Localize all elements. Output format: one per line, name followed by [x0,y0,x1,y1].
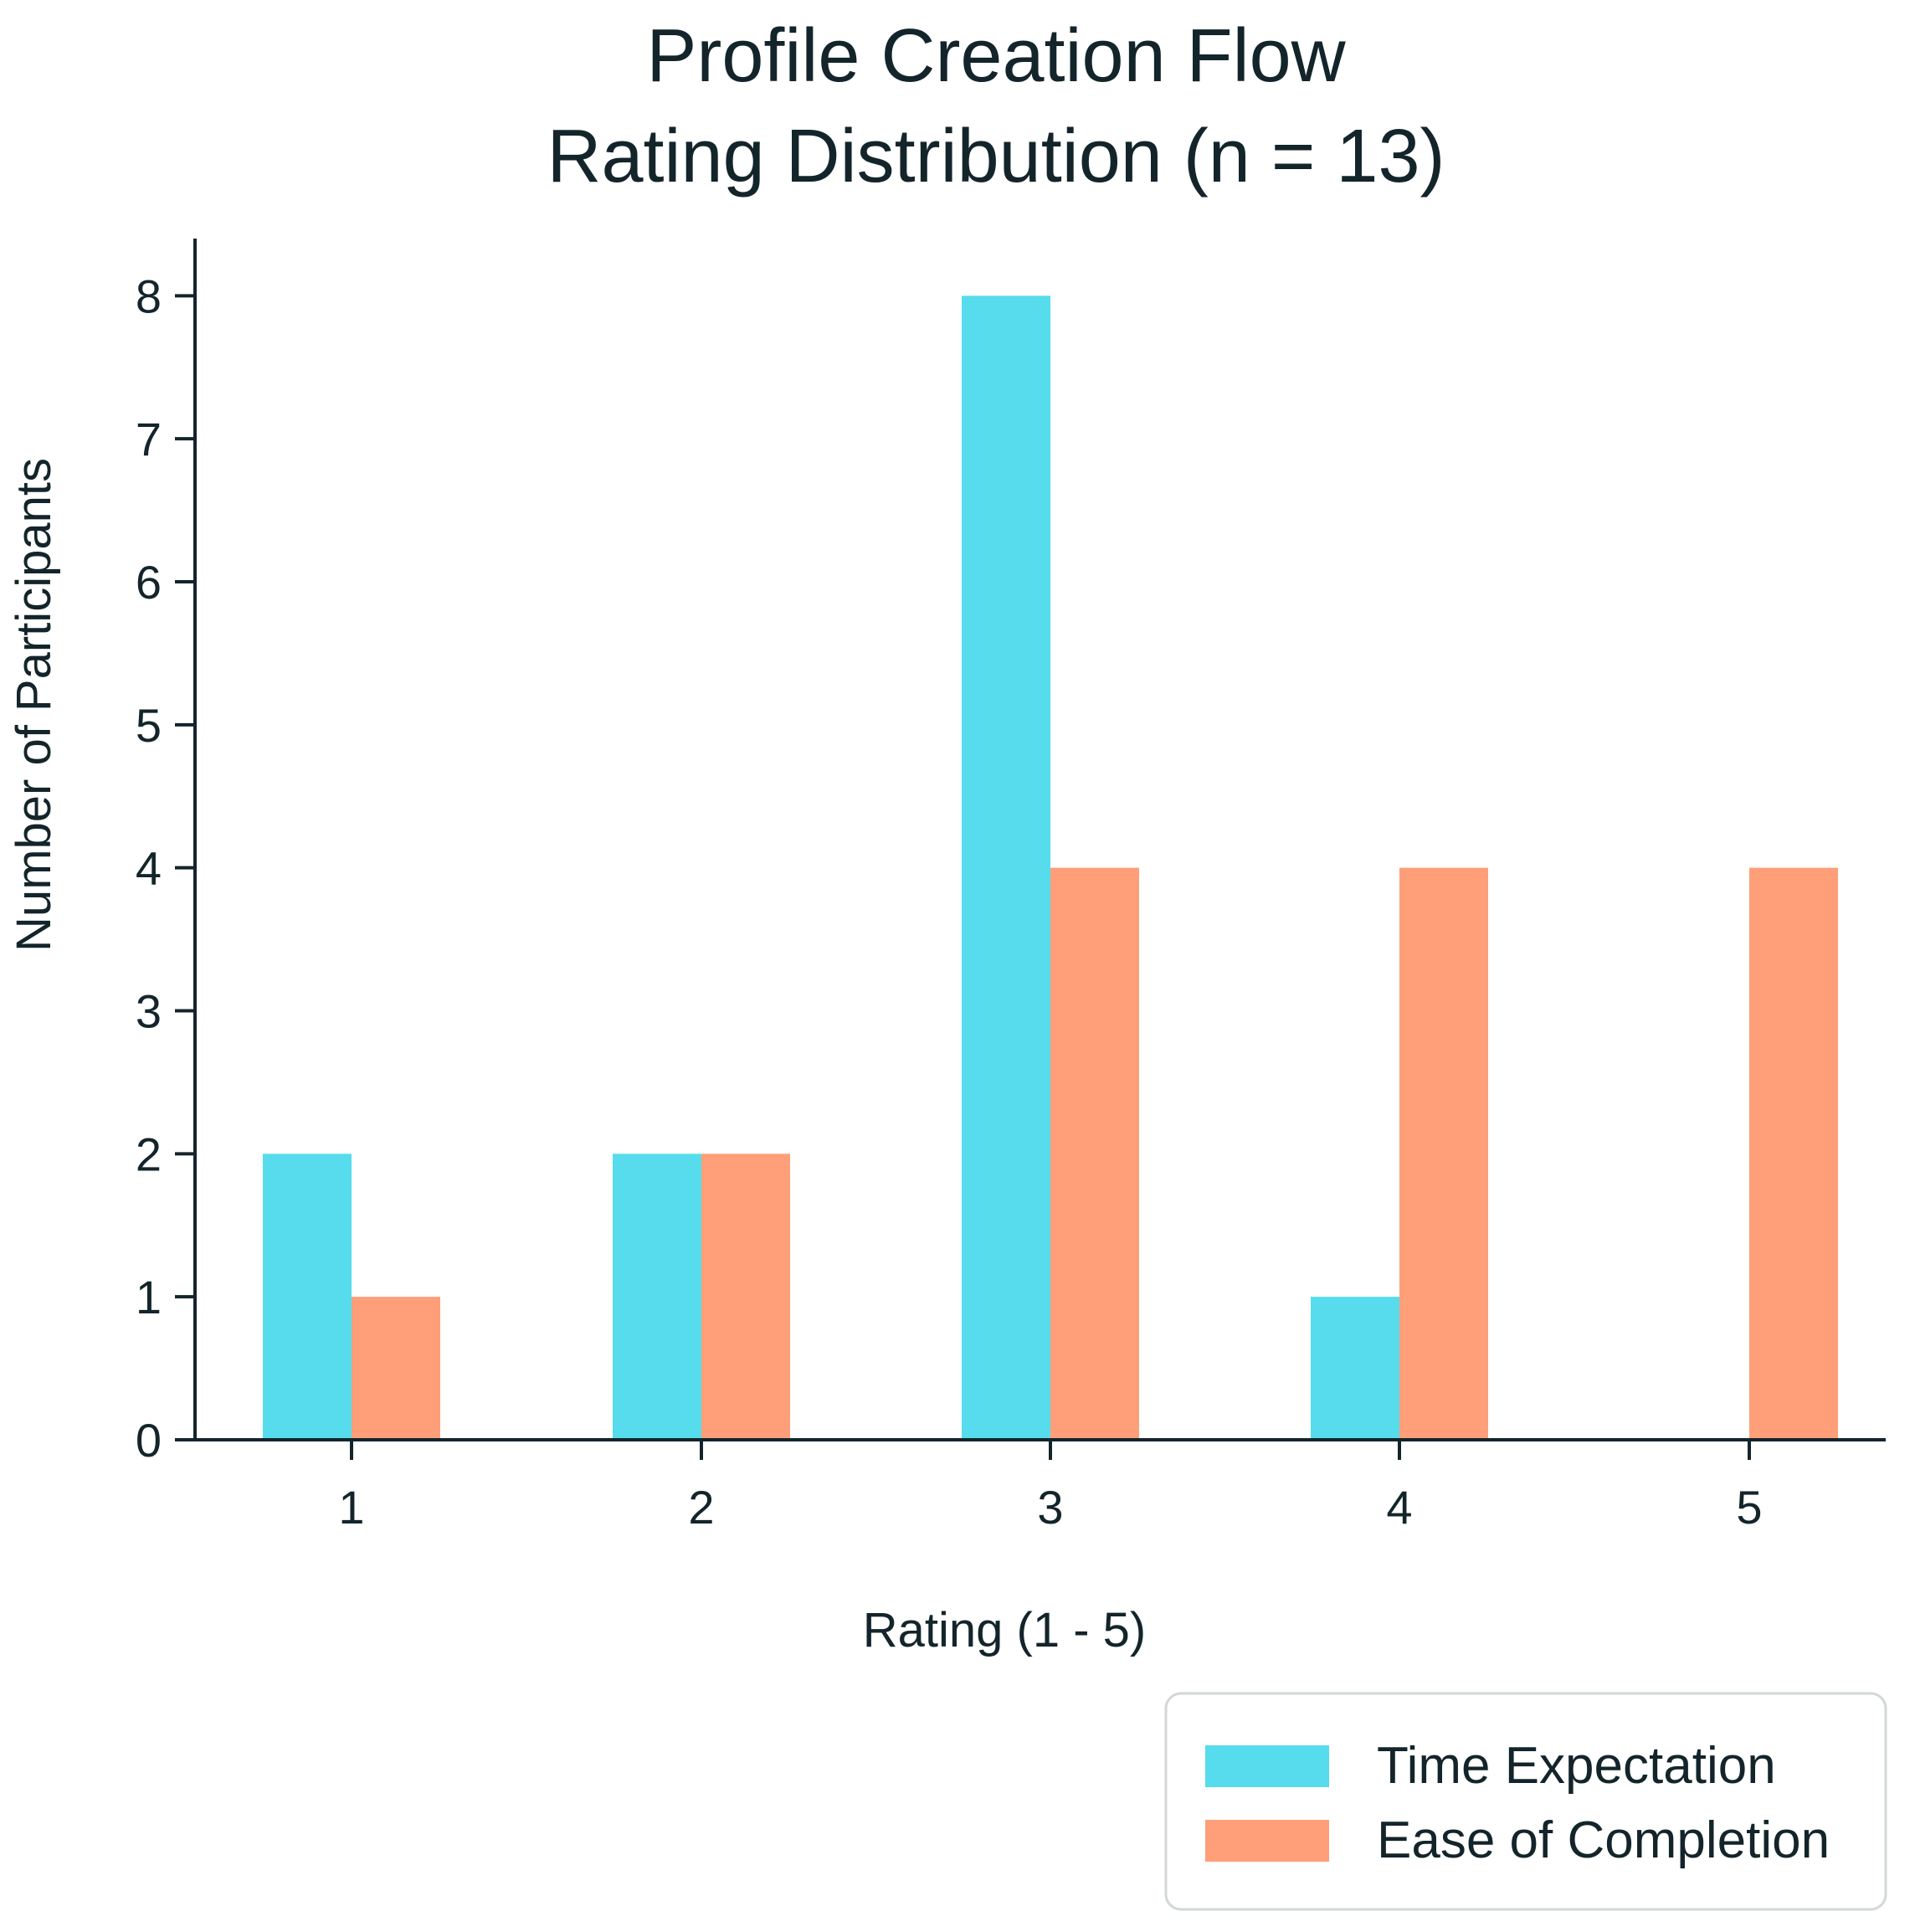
y-tick-label-1: 1 [136,1271,162,1323]
y-tick-label-0: 0 [136,1414,162,1467]
x-tick-label-5: 5 [1736,1481,1762,1534]
x-axis-label: Rating (1 - 5) [863,1603,1146,1657]
legend-box [1164,1692,1887,1911]
y-tick-label-8: 8 [136,270,162,322]
bar-ease-of-completion-4 [1399,867,1488,1440]
chart-title-line-2: Rating Distribution (n = 13) [547,115,1445,198]
x-tick-label-4: 4 [1386,1481,1412,1534]
bar-time-expectation-4 [1311,1297,1399,1440]
y-tick-label-7: 7 [136,413,162,465]
bar-ease-of-completion-5 [1749,867,1838,1440]
plot-area: 0 1 2 3 4 5 6 7 8 1 2 3 4 5 [136,239,1886,1534]
bar-ease-of-completion-3 [1050,867,1139,1440]
bar-time-expectation-1 [263,1154,352,1440]
x-tick-label-1: 1 [338,1481,364,1534]
y-tick-label-4: 4 [136,842,162,895]
x-tick-label-3: 3 [1037,1481,1063,1534]
legend-label-time-expectation: Time Expectation [1377,1737,1776,1795]
y-tick-label-3: 3 [136,985,162,1038]
y-axis-label: Number of Participants [7,458,61,952]
legend-label-ease-of-completion: Ease of Completion [1377,1811,1830,1869]
y-tick-label-6: 6 [136,556,162,609]
legend: Time Expectation Ease of Completion [1164,1692,1887,1911]
y-tick-label-2: 2 [136,1128,162,1180]
bar-time-expectation-3 [962,295,1050,1440]
chart-title-line-1: Profile Creation Flow [646,14,1346,98]
y-tick-label-5: 5 [136,699,162,752]
bar-ease-of-completion-1 [352,1297,440,1440]
legend-swatch-ease-of-completion [1205,1820,1329,1862]
chart-title: Profile Creation Flow Rating Distributio… [547,14,1445,198]
bar-time-expectation-2 [613,1154,701,1440]
x-tick-label-2: 2 [688,1481,714,1534]
bar-ease-of-completion-2 [701,1154,790,1440]
legend-swatch-time-expectation [1205,1745,1329,1787]
